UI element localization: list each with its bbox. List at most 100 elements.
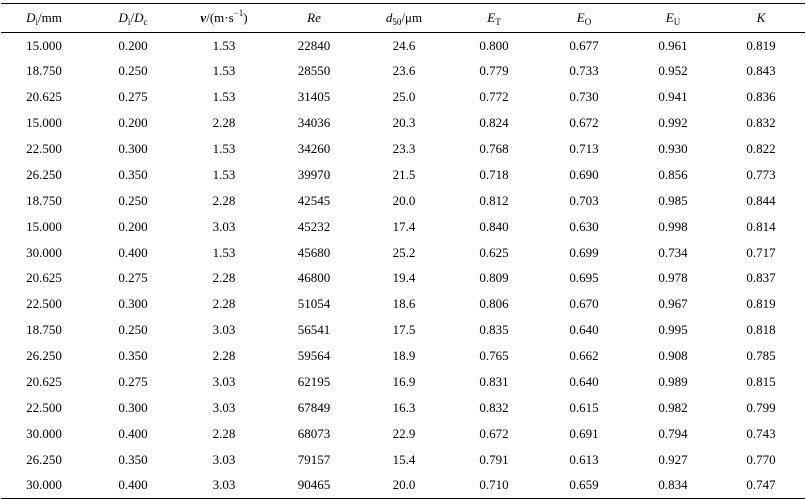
cell-eo: 0.662	[569, 348, 599, 364]
cell-eo: 0.695	[569, 270, 599, 286]
cell-velocity: 1.53	[212, 89, 236, 105]
cell-re: 45680	[297, 244, 331, 260]
cell-d50: 25.0	[392, 89, 416, 105]
cell-et: 0.765	[479, 348, 509, 364]
cell-velocity: 1.53	[212, 166, 236, 182]
cell-eu: 0.927	[658, 451, 688, 467]
cell-di-mm: 20.625	[26, 270, 62, 286]
cell-re: 56541	[297, 322, 331, 338]
cell-eu: 0.982	[658, 399, 688, 415]
cell-eo: 0.670	[569, 296, 599, 312]
cell-velocity: 2.28	[212, 115, 236, 131]
cell-eu: 0.734	[658, 244, 688, 260]
column-header-eo: EO	[539, 3, 629, 33]
cell-re: 62195	[297, 374, 331, 390]
cell-re: 68073	[297, 425, 331, 441]
table-row: 30.000 0.400 2.28 68073 22.9 0.672 0.691 0.794 0…	[1, 421, 805, 447]
cell-re: 79157	[297, 451, 331, 467]
cell-d50: 18.9	[392, 348, 416, 364]
cell-k: 0.815	[746, 374, 776, 390]
cell-d50: 17.4	[392, 218, 416, 234]
table-row: 30.000 0.400 3.03 90465 20.0 0.710 0.659 0.834 0…	[1, 472, 805, 499]
cell-di-mm: 30.000	[26, 244, 62, 260]
table-row: 18.750 0.250 2.28 42545 20.0 0.812 0.703 0.985 0…	[1, 188, 805, 214]
cell-re: 34260	[297, 141, 331, 156]
cell-di-mm: 18.750	[26, 192, 62, 208]
table-row: 15.000 0.200 1.53 22840 24.6 0.800 0.677 0.961 0…	[1, 33, 805, 59]
table-row: 26.250 0.350 2.28 59564 18.9 0.765 0.662 0.908 0…	[1, 343, 805, 369]
cell-eu: 0.985	[658, 192, 688, 208]
cell-re: 46800	[297, 270, 331, 286]
cell-di-dc: 0.275	[118, 374, 148, 390]
cell-k: 0.819	[746, 296, 776, 312]
cell-di-mm: 30.000	[1, 472, 87, 499]
cell-re: 67849	[297, 399, 331, 415]
table-row: 15.000 0.200 3.03 45232 17.4 0.840 0.630 0.998 0…	[1, 214, 805, 240]
cell-k: 0.799	[746, 399, 776, 415]
cell-eo: 0.703	[569, 192, 599, 208]
column-header-velocity: v/(m·s−1)	[179, 3, 269, 33]
column-header-eu: EU	[629, 3, 717, 33]
cell-k: 0.814	[746, 218, 776, 234]
cell-di-dc: 0.400	[118, 244, 148, 260]
cell-re: 31405	[297, 89, 331, 105]
table-row: 15.000 0.200 2.28 34036 20.3 0.824 0.672 0.992 0…	[1, 110, 805, 136]
cell-k: 0.747	[717, 472, 805, 499]
cell-et: 0.791	[479, 451, 509, 467]
cell-k: 0.717	[746, 244, 776, 260]
cell-di-dc: 0.300	[118, 141, 148, 156]
cell-d50: 23.3	[392, 141, 416, 156]
cell-di-dc: 0.350	[118, 166, 148, 182]
cell-et: 0.672	[479, 425, 509, 441]
cell-velocity: 3.03	[212, 451, 236, 467]
cell-re: 51054	[297, 296, 331, 312]
cell-eo: 0.730	[569, 89, 599, 105]
cell-eo: 0.640	[569, 322, 599, 338]
cell-re: 22840	[297, 37, 331, 53]
cell-d50: 23.6	[392, 63, 416, 79]
cell-eo: 0.640	[569, 374, 599, 390]
cell-d50: 20.3	[392, 115, 416, 131]
cell-k: 0.819	[746, 37, 776, 53]
cell-d50: 16.3	[392, 399, 416, 415]
cell-velocity: 3.03	[212, 322, 236, 338]
table-row: 30.000 0.400 1.53 45680 25.2 0.625 0.699 0.734 0…	[1, 240, 805, 266]
cell-di-mm: 30.000	[26, 425, 62, 441]
cell-di-mm: 22.500	[26, 399, 62, 415]
cell-velocity: 3.03	[212, 374, 236, 390]
cell-di-dc: 0.250	[118, 192, 148, 208]
cell-eo: 0.713	[569, 141, 599, 156]
cell-velocity: 2.28	[212, 425, 236, 441]
cell-eu: 0.856	[658, 166, 688, 182]
cell-di-mm: 20.625	[26, 89, 62, 105]
cell-di-mm: 26.250	[26, 451, 62, 467]
cell-di-dc: 0.200	[118, 218, 148, 234]
cell-velocity: 2.28	[212, 296, 236, 312]
table-body: 15.000 0.200 1.53 22840 24.6 0.800 0.677 0.961 0…	[1, 33, 805, 499]
cell-eo: 0.613	[569, 451, 599, 467]
cell-eo: 0.733	[569, 63, 599, 79]
cell-et: 0.832	[479, 399, 509, 415]
cell-eu: 0.952	[658, 63, 688, 79]
cell-et: 0.768	[479, 141, 509, 156]
cell-velocity: 1.53	[212, 141, 236, 156]
cell-eu: 0.989	[658, 374, 688, 390]
cell-eo: 0.672	[569, 115, 599, 131]
cell-d50: 20.0	[359, 472, 449, 499]
cell-eo: 0.691	[569, 425, 599, 441]
table-row: 22.500 0.300 2.28 51054 18.6 0.806 0.670 0.967 0…	[1, 291, 805, 317]
cell-d50: 17.5	[392, 322, 416, 338]
table-row: 22.500 0.300 3.03 67849 16.3 0.832 0.615 0.982 0…	[1, 395, 805, 421]
cell-d50: 19.4	[392, 270, 416, 286]
cell-re: 28550	[297, 63, 331, 79]
cell-di-dc: 0.400	[87, 472, 179, 499]
cell-di-dc: 0.300	[118, 296, 148, 312]
cell-eo: 0.630	[569, 218, 599, 234]
cell-d50: 18.6	[392, 296, 416, 312]
cell-di-dc: 0.275	[118, 270, 148, 286]
cell-k: 0.743	[746, 425, 776, 441]
cell-d50: 25.2	[392, 244, 416, 260]
cell-di-mm: 15.000	[26, 218, 62, 234]
table-row: 18.750 0.250 3.03 56541 17.5 0.835 0.640 0.995 0…	[1, 317, 805, 343]
cell-et: 0.831	[479, 374, 509, 390]
